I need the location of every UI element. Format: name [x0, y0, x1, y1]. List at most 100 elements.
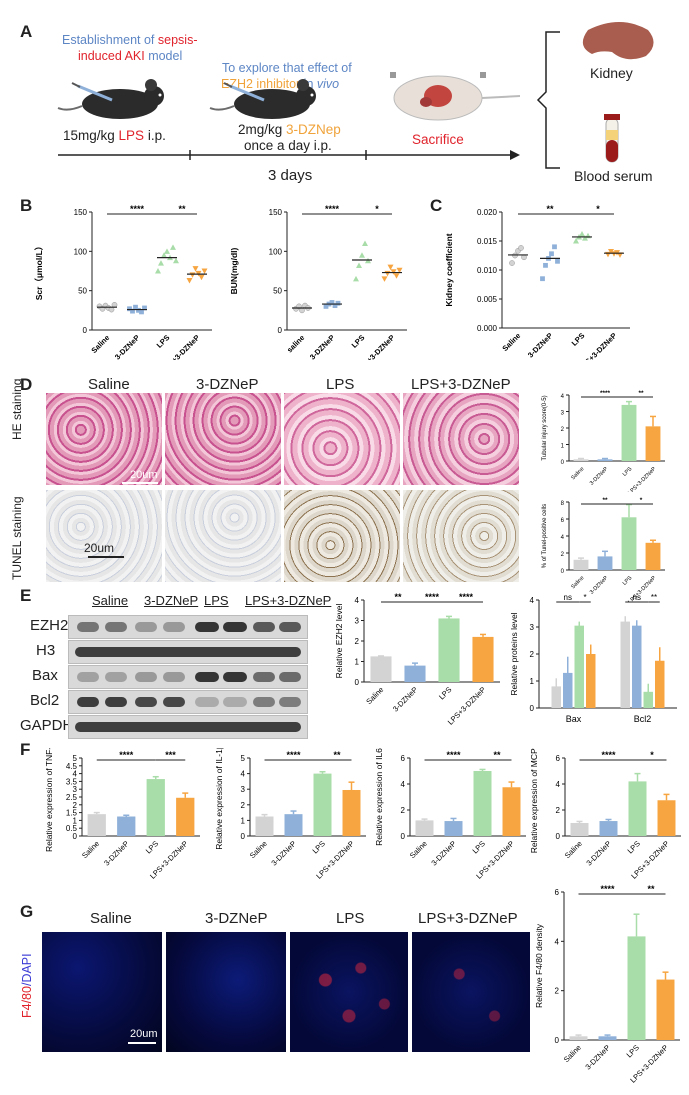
if-image-dznep — [166, 932, 286, 1052]
blood-serum-label: Blood serum — [574, 168, 653, 184]
y-axis-label: Relative expression of IL6 — [374, 748, 384, 846]
tunel-image-lps — [284, 490, 400, 582]
bar — [655, 660, 665, 708]
y-tick-label: 1 — [73, 816, 78, 825]
significance-label: **** — [286, 750, 301, 760]
x-tick-label: 3-DZNeP — [429, 839, 457, 867]
y-tick-label: 0 — [556, 832, 561, 841]
tunel-image-saline — [46, 490, 162, 582]
he-image-combo — [403, 393, 519, 485]
y-tick-label: 4 — [561, 535, 565, 541]
y-tick-label: 2 — [561, 427, 565, 433]
y-tick-label: 3.5 — [66, 777, 78, 786]
x-tick-label: Saline — [563, 839, 584, 860]
ezh2-level-chart: 0 1 2 3 4 Relative EZH2 level Saline 3-DZNeP LPS… — [334, 592, 500, 727]
he-col-combo: LPS+3-DZNeP — [411, 376, 511, 393]
blot-col-dznep: 3-DZNeP — [144, 593, 199, 608]
data-point — [617, 252, 623, 258]
y-tick-label: 0 — [241, 832, 246, 841]
he-col-saline: Saline — [88, 376, 130, 393]
bar — [438, 618, 460, 682]
blot-row-bcl2 — [68, 690, 308, 714]
y-tick-label: 2 — [355, 637, 360, 646]
y-tick-label: 50 — [78, 287, 87, 296]
explore-vivo: vivo — [316, 77, 340, 91]
y-tick-label: 2 — [530, 650, 535, 659]
panel-g-label: G — [20, 902, 34, 921]
data-point — [332, 303, 338, 309]
tunel-scale-bar — [88, 556, 124, 558]
significance-label: ** — [651, 593, 657, 602]
x-tick-label: Saline — [500, 331, 522, 353]
il6-chart: 0 2 4 6 Relative expression of IL6 Saline 3-DZ… — [374, 748, 526, 881]
tunel-row-label: TUNEL staining — [10, 496, 24, 580]
bar — [473, 771, 492, 836]
x-tick-label: LPS — [622, 466, 634, 478]
aki-title-part4: model — [144, 49, 183, 63]
tunel-scale-text: 20um — [84, 541, 115, 555]
y-tick-label: 0 — [401, 832, 406, 841]
y-axis-label: Kidney coefficient — [444, 233, 454, 306]
if-row-label: F4/80/DAPI — [20, 953, 34, 1018]
data-point — [201, 268, 208, 274]
y-tick-label: 0 — [530, 704, 535, 713]
data-point — [186, 277, 193, 284]
aki-title-part3: induced AKI — [78, 49, 145, 63]
x-tick-label: Saline — [80, 839, 101, 860]
significance-label: * — [596, 204, 600, 214]
x-tick-label: 3-DZNeP — [584, 839, 612, 867]
timeline-arrowhead — [510, 150, 520, 160]
bar — [599, 821, 618, 836]
data-point — [555, 258, 560, 264]
if-col-saline: Saline — [90, 910, 132, 927]
x-tick-label: 3-DZNeP — [269, 839, 297, 867]
significance-label: ns — [564, 593, 572, 602]
panel-e-label: E — [20, 586, 32, 605]
if-image-combo — [412, 932, 530, 1052]
y-tick-label: 0 — [561, 569, 565, 575]
data-point — [359, 252, 365, 258]
significance-label: **** — [446, 750, 461, 760]
bar — [573, 459, 589, 461]
y-tick-label: 5 — [241, 754, 246, 763]
f480-density-chart: 0 2 4 6 Relative F4/80 density Saline 3-DZNeP L… — [534, 884, 680, 1085]
blot-label-h3: H3 — [36, 642, 56, 659]
bar — [404, 665, 426, 682]
x-tick-label: saline — [285, 333, 306, 354]
x-tick-label: LPS — [625, 1043, 641, 1059]
y-tick-label: 3 — [355, 617, 360, 626]
x-tick-label: LPS — [311, 839, 327, 855]
dznep-dose-label: 2mg/kg 3-DZNep — [238, 122, 341, 137]
y-tick-label: 2 — [73, 801, 78, 810]
significance-label: *** — [165, 750, 176, 760]
data-point — [573, 238, 579, 244]
explore-inhibitor: EZH2 inhibitor — [221, 77, 301, 91]
data-point — [552, 244, 557, 250]
data-point — [582, 235, 588, 241]
significance-label: ** — [647, 884, 655, 894]
data-point — [549, 251, 554, 257]
x-tick-label: 3-DZNeP — [583, 1043, 611, 1071]
aki-model-title-line2: induced AKI model — [78, 49, 182, 63]
data-point — [353, 275, 359, 282]
panel-a-label: A — [20, 22, 33, 41]
he-row-label: HE staining — [10, 378, 24, 440]
panel-f-label: F — [20, 740, 31, 759]
y-axis-label: Relative EZH2 level — [334, 604, 344, 679]
mcp1-chart: 0 2 4 6 Relative expression of MCP-1 Saline 3-… — [529, 748, 681, 881]
data-point — [136, 307, 141, 313]
y-tick-label: 0 — [73, 832, 78, 841]
y-axis-label: Relative expression of IL-1β — [214, 748, 224, 850]
y-axis-label: Relative expression of TNF-α — [44, 748, 54, 852]
data-point — [173, 257, 179, 264]
data-point — [158, 260, 164, 266]
y-tick-label: 1 — [355, 658, 360, 667]
x-tick-label: LPS — [622, 575, 634, 587]
bar — [117, 816, 136, 836]
y-tick-label: 2 — [401, 806, 406, 815]
lps-dose-route: i.p. — [144, 128, 166, 143]
y-tick-label: 2.5 — [66, 793, 78, 802]
bar — [656, 979, 675, 1040]
y-tick-label: 0.015 — [477, 237, 498, 246]
